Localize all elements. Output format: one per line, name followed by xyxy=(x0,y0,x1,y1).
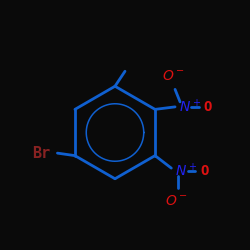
Text: $N^+$: $N^+$ xyxy=(179,98,201,116)
Text: O: O xyxy=(200,164,208,177)
Text: $O^-$: $O^-$ xyxy=(165,194,188,208)
Text: O: O xyxy=(204,100,212,114)
Text: $O^-$: $O^-$ xyxy=(162,69,185,83)
Text: $N^+$: $N^+$ xyxy=(175,162,197,179)
Text: Br: Br xyxy=(32,146,50,161)
